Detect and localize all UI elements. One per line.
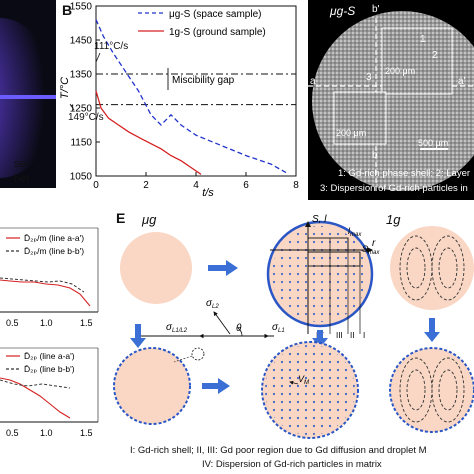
x-tick-label: 2 — [143, 180, 149, 191]
legend-line-3: 3: Dispersion of Gd-rich particles in — [320, 183, 468, 194]
x-tick-label: 6 — [243, 180, 249, 191]
panel-e-caption-2: IV: Dispersion of Gd-rich particles in m… — [202, 459, 382, 470]
bottom-series-black — [0, 379, 71, 389]
bottom-xtick-1: 0.5 — [6, 428, 19, 438]
mu-g-label: μg — [142, 212, 157, 227]
panel-e-schematic: S, l r lmax Smax IV III II I σL2 σL1/L2 … — [113, 214, 474, 439]
droplet-dashed-shell — [113, 347, 191, 425]
sigma-l1-label: σL1 — [272, 322, 285, 334]
legend-top-1: D̄₂ₚ/m (line a-a') — [24, 233, 84, 243]
top-series-red — [0, 279, 91, 307]
roman-i: I — [363, 331, 365, 340]
panel-c-title: μg-S — [330, 4, 356, 18]
top-xtick-3: 1.5 — [80, 318, 93, 328]
inset-1 — [381, 27, 453, 95]
letter-a-left: a — [310, 76, 316, 87]
roman-ii: II — [350, 331, 354, 340]
droplet-uniform — [120, 232, 192, 304]
series-line-1 — [95, 90, 202, 175]
v-m-label: VM — [298, 374, 309, 386]
top-xtick-1: 0.5 — [6, 318, 19, 328]
x-tick-label: 0 — [93, 180, 99, 191]
legend-label-ground: 1g-S (ground sample) — [169, 27, 266, 38]
y-tick-label: 1350 — [70, 70, 93, 81]
letter-b-bottom: b — [372, 150, 378, 161]
letter-a-right: a' — [458, 76, 466, 87]
bottom-series-red — [0, 377, 71, 419]
panel-a-text-2: ber — [14, 173, 30, 185]
panel-e-caption-1: I: Gd-rich shell; II, III: Gd poor regio… — [130, 445, 427, 456]
panel-b-label: B — [62, 2, 73, 18]
rate-space-annotation: 111°C/s — [94, 41, 128, 52]
inset-scale-1: 200 μm — [385, 66, 416, 76]
main-scale-label: 500 μm — [418, 138, 449, 148]
inset-number-2: 2 — [432, 50, 438, 61]
inset-2 — [333, 91, 387, 145]
legend-bot-1: D̄₂ₚ (line a-a') — [24, 351, 75, 361]
series-line-0 — [95, 19, 287, 174]
roman-iii: III — [336, 331, 343, 340]
chart-reference-lines — [96, 73, 296, 106]
rate-space-arrow — [95, 52, 101, 63]
panel-a-image — [0, 0, 56, 188]
panel-c-micrograph — [308, 0, 474, 200]
y-tick-label: 1550 — [70, 2, 93, 13]
panel-d-plots: D̄₂ₚ/m (line a-a') D̄₂ₚ/m (line b-b') 0.… — [0, 227, 99, 438]
legend-label-space: μg-S (space sample) — [169, 9, 261, 20]
gap-label-box: Miscibility gap — [172, 75, 235, 86]
one-g-label: 1g — [386, 212, 401, 227]
top-xtick-2: 1.0 — [40, 318, 53, 328]
y-tick-label: 1150 — [70, 138, 92, 149]
inset-number-3: 3 — [366, 72, 372, 83]
inset-number-1: 1 — [420, 34, 426, 45]
y-tick-label: 1050 — [70, 172, 93, 183]
legend-bot-2: D̄₂ₚ (line b-b') — [24, 364, 75, 374]
r-label: r — [372, 238, 376, 249]
l-max-label: lmax — [348, 226, 362, 238]
inset-scale-2: 200 μm — [336, 128, 367, 138]
x-tick-label: 4 — [193, 180, 199, 191]
main-scale-bar — [420, 148, 448, 150]
rate-ground-annotation: 149°C/s — [68, 112, 104, 123]
sigma-l2-label: σL2 — [206, 298, 219, 310]
panel-e-label: E — [116, 210, 126, 226]
sigma-l1l2-label: σL1/L2 — [166, 322, 188, 334]
top-series-black — [0, 277, 85, 293]
x-tick-label: 8 — [293, 180, 299, 191]
legend-top-2: D̄₂ₚ/m (line b-b') — [24, 246, 84, 256]
y-tick-label: 1450 — [70, 36, 93, 47]
x-axis-label: t/s — [202, 187, 214, 199]
bottom-xtick-2: 1.0 — [40, 428, 53, 438]
letter-b-top: b' — [372, 4, 380, 15]
y-axis-label: T/°C — [59, 77, 71, 99]
s-max-label: Smax — [362, 244, 380, 256]
furnace-glow-image — [0, 18, 56, 178]
bottom-xtick-3: 1.5 — [80, 428, 93, 438]
y-tick-label: 1250 — [70, 104, 93, 115]
rate-ground-arrow — [69, 103, 75, 111]
legend-line-1: 1: Gd-rich phase shell; 2: Layer — [338, 168, 471, 179]
s-l-label: S, l — [312, 214, 327, 225]
panel-a-text-1: ser — [14, 158, 30, 170]
chart-series — [95, 19, 287, 175]
